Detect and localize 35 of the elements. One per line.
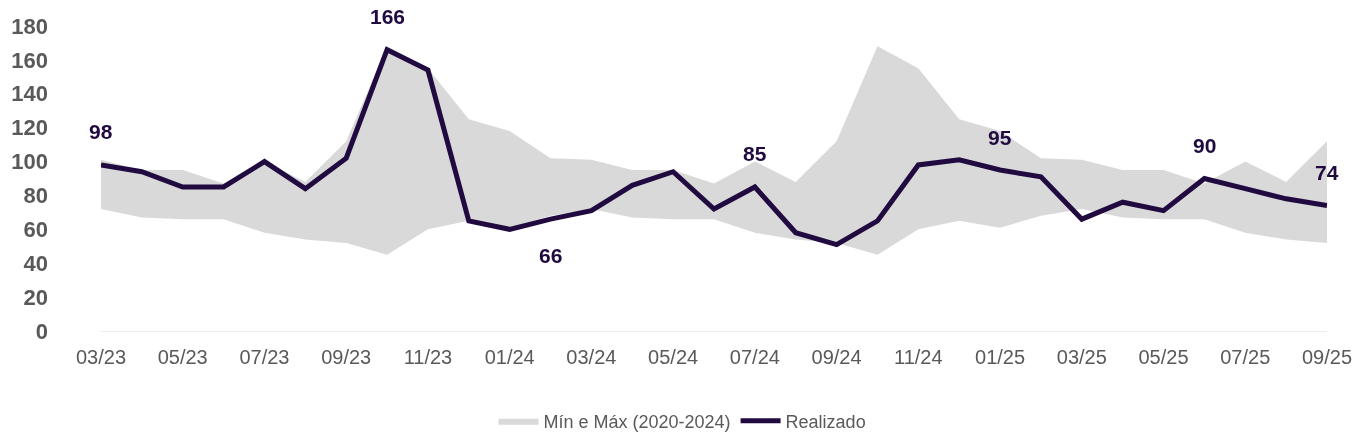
x-tick-label: 03/23 bbox=[75, 346, 127, 368]
legend-label: Realizado bbox=[785, 411, 866, 432]
x-tick-label: 03/24 bbox=[566, 346, 617, 368]
x-tick-label: 05/24 bbox=[648, 346, 699, 368]
x-tick-label: 07/23 bbox=[239, 346, 290, 368]
x-tick-label: 07/24 bbox=[729, 346, 780, 368]
y-tick-label: 20 bbox=[23, 284, 48, 310]
legend-label: Mín e Máx (2020-2024) bbox=[543, 411, 731, 432]
y-tick-label: 160 bbox=[11, 47, 48, 73]
y-tick-label: 40 bbox=[23, 250, 48, 276]
y-tick-label: 140 bbox=[11, 81, 48, 107]
data-label: 85 bbox=[743, 142, 767, 165]
x-tick-label: 09/23 bbox=[321, 346, 372, 368]
x-tick-label: 09/25 bbox=[1301, 346, 1353, 368]
x-tick-label: 11/23 bbox=[403, 346, 453, 368]
x-tick-label: 03/25 bbox=[1056, 346, 1107, 368]
data-label: 166 bbox=[370, 5, 406, 28]
y-tick-label: 120 bbox=[11, 115, 48, 141]
data-label: 66 bbox=[539, 244, 563, 267]
x-tick-label: 09/24 bbox=[811, 346, 862, 368]
x-tick-label: 07/25 bbox=[1220, 346, 1271, 368]
y-tick-label: 100 bbox=[11, 149, 48, 175]
x-tick-label: 05/23 bbox=[157, 346, 208, 368]
data-label: 90 bbox=[1193, 134, 1217, 157]
data-label: 95 bbox=[988, 126, 1012, 149]
x-tick-label: 01/25 bbox=[975, 346, 1026, 368]
y-tick-label: 80 bbox=[23, 183, 48, 209]
x-tick-label: 05/25 bbox=[1138, 346, 1189, 368]
data-label: 74 bbox=[1315, 161, 1339, 184]
x-tick-label: 11/24 bbox=[894, 346, 943, 368]
y-tick-label: 0 bbox=[35, 318, 48, 344]
y-tick-label: 180 bbox=[11, 13, 48, 39]
x-tick-label: 01/24 bbox=[484, 346, 535, 368]
y-tick-label: 60 bbox=[23, 217, 48, 243]
data-label: 98 bbox=[89, 120, 113, 143]
